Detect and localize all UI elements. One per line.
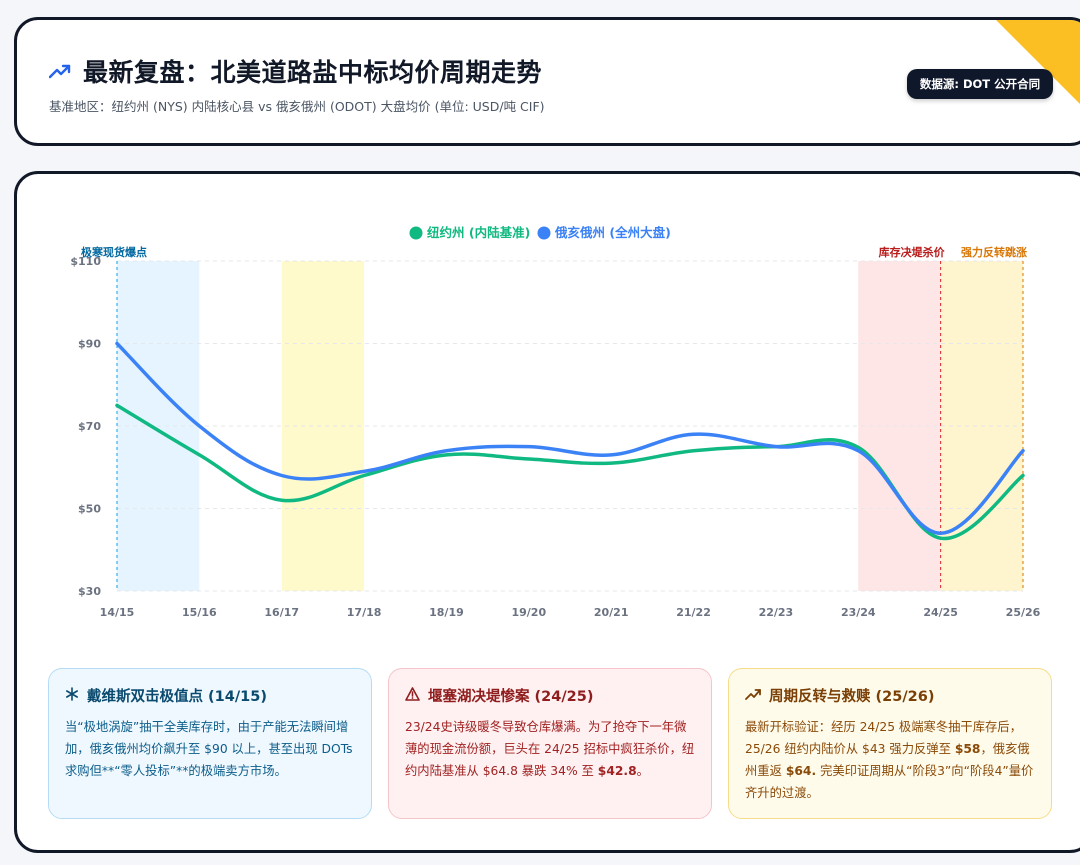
x-tick-label: 24/25: [923, 606, 958, 619]
insight-card-title: 周期反转与救赎 (25/26): [745, 685, 1035, 706]
series-line-ohio: [115, 341, 1025, 535]
insight-card-body: 最新开标验证：经历 24/25 极端寒冬抽干库存后，25/26 纽约内陆价从 $…: [745, 720, 1034, 800]
x-tick-label: 18/19: [429, 606, 464, 619]
band-label: 强力反转跳涨: [961, 245, 1027, 259]
legend-swatch: [537, 226, 551, 240]
y-tick-label: $50: [78, 503, 101, 516]
x-tick-label: 16/17: [264, 606, 299, 619]
x-tick-label: 22/23: [759, 606, 794, 619]
x-tick-label: 14/15: [100, 606, 135, 619]
line-chart: $110 $90 $70 $50 $30 14/15 15/16 16/17 17/18 18/1…: [70, 225, 1041, 619]
band-label: 极寒现货爆点: [81, 245, 147, 259]
insight-card-crash: 堰塞湖决堤惨案 (24/25) 23/24史诗级暖冬导致仓库爆满。为了抢夺下一年…: [388, 668, 712, 819]
insight-card-body: 23/24史诗级暖冬导致仓库爆满。为了抢夺下一年微薄的现金流份额，巨头在 24/…: [405, 720, 695, 778]
source-badge: 数据源: DOT 公开合同: [907, 69, 1053, 99]
x-tick-label: 21/22: [676, 606, 711, 619]
header-card: 最新复盘：北美道路盐中标均价周期走势 基准地区：纽约州 (NYS) 内陆核心县 …: [14, 17, 1080, 146]
warning-icon: [405, 686, 420, 705]
y-tick-label: $90: [78, 338, 101, 351]
title-row: 最新复盘：北美道路盐中标均价周期走势: [49, 53, 542, 89]
x-tick-label: 20/21: [594, 606, 629, 619]
x-tick-label: 23/24: [841, 606, 876, 619]
insight-card-extreme: 戴维斯双击极值点 (14/15) 当“极地涡旋”抽干全美库存时，由于产能无法瞬间…: [48, 668, 372, 819]
corner-ribbon: [996, 20, 1080, 115]
insight-card-title-text: 堰塞湖决堤惨案 (24/25): [428, 689, 594, 705]
y-tick-label: $110: [70, 255, 101, 268]
insight-card-title-text: 周期反转与救赎 (25/26): [769, 689, 935, 705]
page-title: 最新复盘：北美道路盐中标均价周期走势: [83, 58, 543, 87]
legend-label: 纽约州 (内陆基准): [427, 225, 530, 240]
insight-card-body: 当“极地涡旋”抽干全美库存时，由于产能无法瞬间增加，俄亥俄州均价飙升至 $90 …: [65, 720, 353, 778]
y-tick-label: $30: [78, 585, 101, 598]
insight-card-title: 堰塞湖决堤惨案 (24/25): [405, 685, 695, 706]
insight-card-reversal: 周期反转与救赎 (25/26) 最新开标验证：经历 24/25 极端寒冬抽干库存…: [728, 668, 1052, 819]
trend-up-icon: [49, 63, 71, 79]
insight-card-title-text: 戴维斯双击极值点 (14/15): [87, 689, 267, 705]
x-tick-label: 25/26: [1006, 606, 1041, 619]
x-tick-label: 19/20: [511, 606, 546, 619]
legend-swatch: [409, 226, 423, 240]
x-tick-label: 17/18: [347, 606, 382, 619]
legend-label: 俄亥俄州 (全州大盘): [554, 225, 671, 240]
chart-card: $110 $90 $70 $50 $30 14/15 15/16 16/17 17/18 18/1…: [14, 171, 1080, 853]
snowflake-icon: [65, 686, 79, 705]
x-tick-label: 15/16: [182, 606, 217, 619]
page-subtitle: 基准地区：纽约州 (NYS) 内陆核心县 vs 俄亥俄州 (ODOT) 大盘均价…: [49, 99, 545, 114]
y-tick-label: $70: [78, 420, 101, 433]
insight-card-title: 戴维斯双击极值点 (14/15): [65, 685, 355, 706]
band-label: 库存决堤杀价: [879, 245, 946, 259]
trend-up-icon: [745, 688, 761, 704]
